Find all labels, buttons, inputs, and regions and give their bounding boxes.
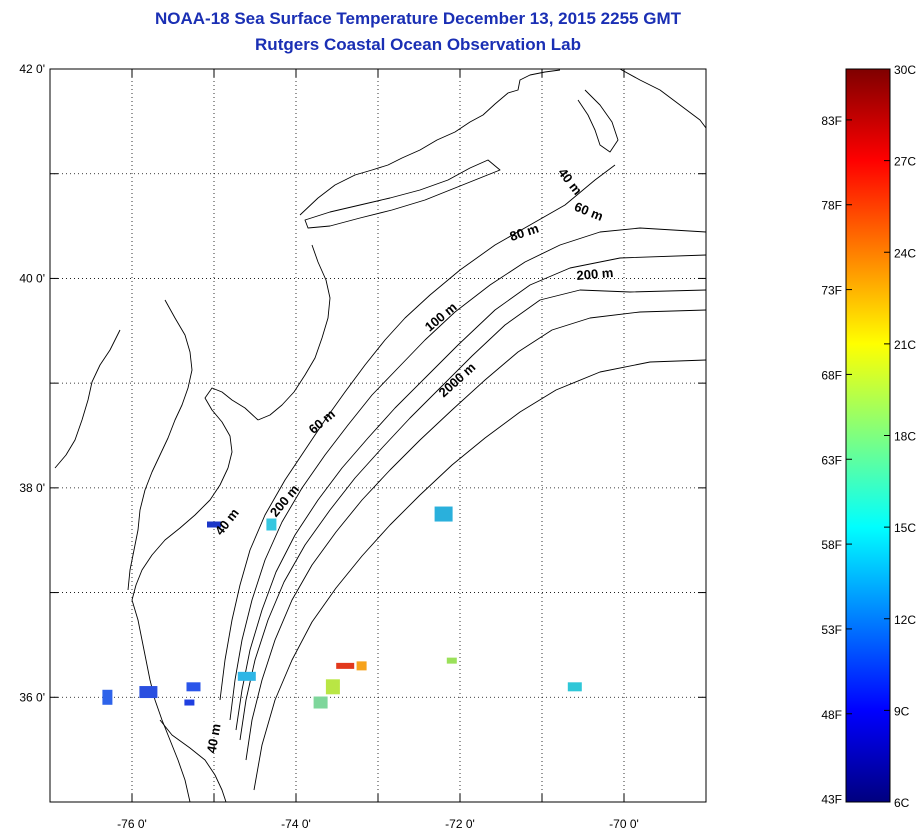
coastline-gulf-of-maine — [619, 69, 706, 129]
celsius-label: 24C — [894, 246, 916, 260]
celsius-label: 15C — [894, 521, 916, 535]
coastline-delaware-bay — [204, 387, 259, 469]
coastline-delmarva — [131, 467, 229, 601]
sst-patch — [313, 696, 328, 709]
coastline-chesapeake-bay — [127, 299, 193, 591]
isobath-3000m — [253, 359, 706, 791]
map-title: NOAA-18 Sea Surface Temperature December… — [155, 9, 681, 28]
coastline-new-jersey — [257, 244, 331, 421]
coastline-long-island — [304, 159, 501, 229]
fahrenheit-label: 63F — [821, 453, 842, 467]
lat-tick-label: 42 0' — [19, 62, 45, 76]
sst-patch — [237, 671, 256, 681]
sst-patch — [102, 689, 113, 705]
lat-tick-label: 40 0' — [19, 271, 45, 285]
sst-patch — [139, 686, 158, 699]
celsius-label: 6C — [894, 796, 910, 810]
isobath-label: 200 m — [576, 265, 614, 283]
isobath-60m — [229, 227, 706, 721]
isobath-80m — [235, 254, 706, 731]
fahrenheit-label: 83F — [821, 114, 842, 128]
fahrenheit-label: 68F — [821, 368, 842, 382]
celsius-label: 18C — [894, 430, 916, 444]
celsius-label: 12C — [894, 613, 916, 627]
sst-patch — [567, 682, 582, 692]
fahrenheit-label: 53F — [821, 623, 842, 637]
lon-tick-label: -74 0' — [281, 817, 311, 831]
coastline-outer-banks — [159, 719, 227, 802]
sst-patch — [266, 518, 277, 531]
lat-tick-label: 36 0' — [19, 690, 45, 704]
map-frame — [49, 68, 707, 803]
lon-tick-label: -76 0' — [117, 817, 147, 831]
fahrenheit-label: 73F — [821, 284, 842, 298]
isobath-label: 40 m — [204, 722, 224, 754]
celsius-label: 30C — [894, 63, 916, 77]
lon-tick-label: -70 0' — [609, 817, 639, 831]
coastline-virginia — [131, 599, 191, 802]
fahrenheit-label: 78F — [821, 199, 842, 213]
sst-patch — [356, 661, 367, 671]
coastline-chesapeake-west — [54, 329, 121, 469]
lon-tick-label: -72 0' — [445, 817, 475, 831]
isobath-2000m — [245, 309, 706, 761]
sst-patches — [102, 506, 582, 709]
isobath-40m — [219, 164, 616, 701]
sst-patch — [325, 679, 340, 695]
celsius-label: 9C — [894, 704, 910, 718]
isobath-200m — [239, 289, 706, 741]
colorbar — [845, 68, 891, 803]
graticule — [50, 69, 706, 802]
sst-patch — [186, 682, 201, 692]
fahrenheit-label: 48F — [821, 708, 842, 722]
sst-patch — [336, 662, 355, 669]
coastline-new-england — [299, 69, 561, 216]
sst-patch — [434, 506, 453, 522]
sst-patch — [207, 521, 221, 528]
lat-tick-label: 38 0' — [19, 481, 45, 495]
fahrenheit-label: 43F — [821, 793, 842, 807]
celsius-label: 21C — [894, 338, 916, 352]
axis-ticks: 42 0' 40 0' 38 0' 36 0' -76 0' -74 0' -72 0' -7… — [19, 62, 706, 831]
celsius-label: 27C — [894, 155, 916, 169]
coastline-cape-cod — [577, 89, 619, 153]
colorbar-labels: 30C 27C 24C 21C 18C 15C 12C 9C 6C 83F 78F 73F 68F 63F… — [821, 63, 916, 810]
sst-patch — [184, 699, 195, 706]
map-subtitle: Rutgers Coastal Ocean Observation Lab — [255, 35, 581, 54]
fahrenheit-label: 58F — [821, 538, 842, 552]
sst-patch — [446, 657, 457, 664]
